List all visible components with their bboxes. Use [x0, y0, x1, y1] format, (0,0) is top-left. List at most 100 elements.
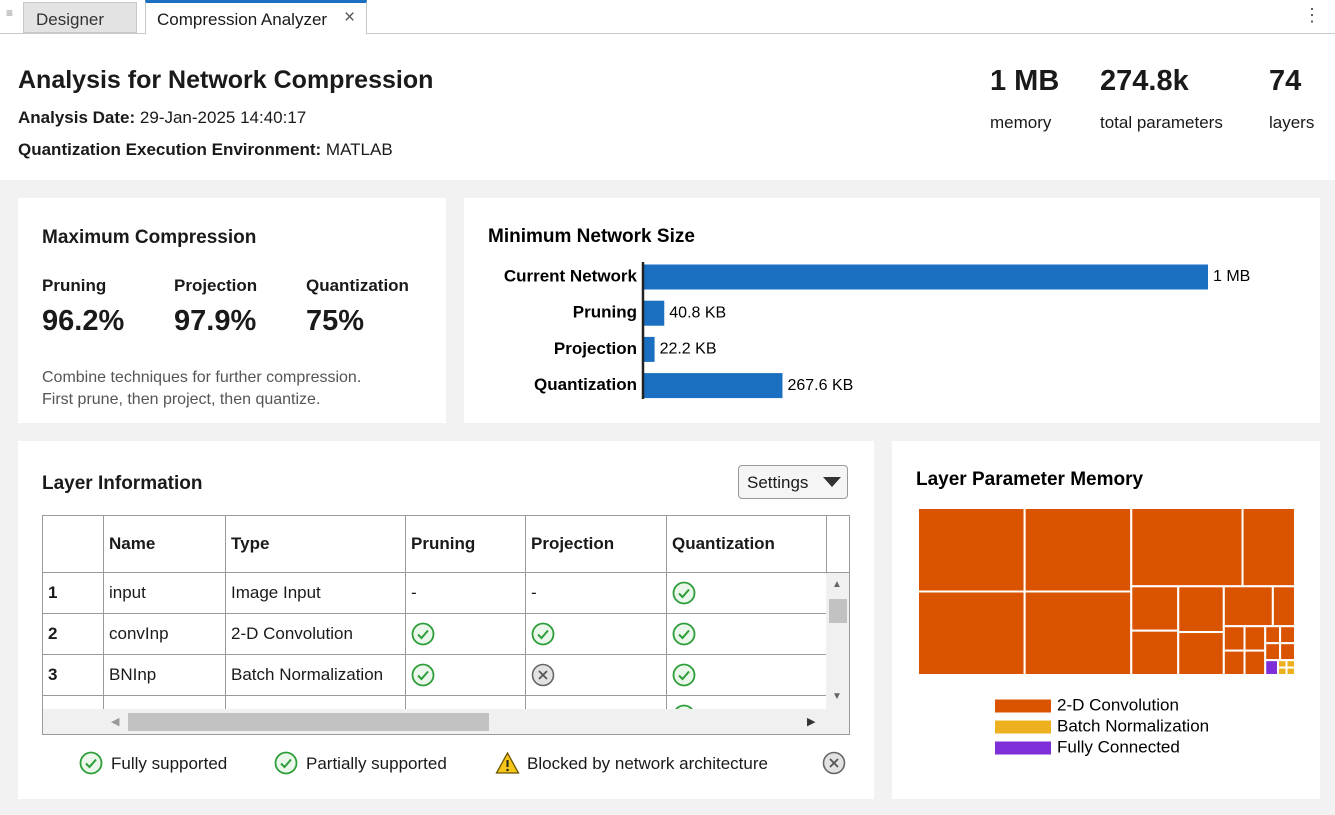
cell: 2-D Convolution — [225, 613, 406, 655]
legend-swatch — [995, 741, 1051, 755]
header-cell[interactable]: Name — [103, 516, 226, 573]
check-icon — [411, 622, 435, 646]
treemap-cell — [1222, 649, 1246, 676]
check-icon — [531, 622, 555, 646]
panel-title: Layer Information — [42, 473, 203, 494]
h-thumb[interactable] — [128, 713, 489, 731]
h-scrollbar[interactable]: ◀ ▶ — [43, 709, 849, 734]
metric-value: 1 MB — [990, 65, 1060, 97]
tab-label: Designer — [36, 10, 105, 29]
v-scrollbar[interactable]: ▲ ▼ — [826, 573, 849, 709]
treemap-cell — [1177, 631, 1225, 677]
v-thumb[interactable] — [829, 599, 847, 623]
date-line: Analysis Date: 29-Jan-2025 14:40:17 — [18, 108, 306, 128]
cell: - — [405, 572, 526, 614]
label: Analysis Date: — [18, 108, 136, 127]
metric-label: total parameters — [1100, 113, 1223, 132]
label: Projection — [174, 276, 258, 295]
value: 29-Jan-2025 14:40:17 — [139, 108, 307, 127]
category-label: Pruning — [573, 303, 637, 322]
value-label: 267.6 KB — [787, 377, 853, 394]
header-cell[interactable]: Quantization — [666, 516, 827, 573]
legend-swatch — [995, 699, 1051, 713]
check-icon — [411, 663, 435, 687]
header-cell[interactable]: Type — [225, 516, 406, 573]
category-label: Quantization — [534, 375, 637, 394]
label: Quantization Execution Environment: — [18, 140, 322, 159]
tab[interactable]: Designer — [23, 2, 137, 33]
bar-chart: Minimum Network Size Current Network 1 MB P… — [488, 226, 1250, 399]
header-cell — [43, 516, 104, 573]
cell — [666, 572, 827, 614]
legend-text: Partially supported — [306, 754, 447, 773]
treemap-cell — [1241, 507, 1296, 588]
treemap-cell — [1276, 659, 1288, 669]
cell — [405, 613, 526, 655]
grip: ≡ — [6, 6, 14, 20]
arrow[interactable]: ▲ — [832, 579, 842, 590]
header-cell[interactable]: Pruning — [405, 516, 526, 573]
treemap-cell — [1271, 585, 1297, 628]
treemap-cell — [1279, 642, 1297, 662]
bar — [643, 336, 655, 362]
dropdown-arrow — [823, 477, 841, 487]
treemap-cell — [1243, 625, 1267, 652]
cell: 1 — [43, 572, 104, 614]
panel-title: Maximum Compression — [42, 227, 257, 248]
value-label: 1 MB — [1213, 268, 1250, 285]
bar — [643, 373, 783, 399]
check-icon — [79, 751, 103, 775]
settings-button[interactable]: Settings — [738, 465, 848, 499]
cell: Batch Normalization — [225, 654, 406, 696]
max-compression-panel: Maximum Compression Pruning Projection Q… — [18, 198, 446, 423]
category-label: Projection — [554, 339, 637, 358]
value: MATLAB — [325, 140, 393, 159]
metric-label: memory — [990, 113, 1052, 132]
bar — [643, 300, 665, 326]
treemap-cell — [1279, 625, 1297, 645]
cell: Image Input — [225, 572, 406, 614]
min-size-panel: Minimum Network Size Current Network 1 MB P… — [464, 198, 1320, 423]
button-label: Settings — [747, 473, 809, 492]
cell: 2 — [43, 613, 104, 655]
treemap-cell — [1222, 585, 1274, 628]
close-icon[interactable]: × — [344, 7, 356, 28]
menu-icon[interactable]: ⋮ — [1303, 5, 1321, 25]
legend-label: 2-D Convolution — [1057, 695, 1179, 714]
arrow[interactable]: ▶ — [807, 716, 816, 728]
treemap-cell — [1243, 649, 1267, 676]
legend-text: Blocked by network architecture — [527, 754, 768, 773]
treemap-cell — [1023, 590, 1133, 676]
label: Pruning — [42, 276, 107, 295]
tab-active[interactable]: Compression Analyzer × — [145, 0, 367, 34]
layer-panel: Layer Information Settings Name Type Pru… — [18, 441, 874, 799]
page-title: Analysis for Network Compression — [18, 66, 434, 94]
treemap-chart: Layer Parameter Memory 2-D Convolution Bat… — [916, 469, 1297, 756]
arrow[interactable]: ◀ — [111, 716, 120, 728]
treemap-cell — [1264, 642, 1282, 662]
value: 97.9% — [174, 305, 257, 337]
header: Analysis for Network Compression Analysi… — [0, 34, 1335, 180]
treemap-cell — [1285, 659, 1297, 669]
cell: 3 — [43, 654, 104, 696]
note: Combine techniques for further compressi… — [42, 369, 362, 386]
category-label: Current Network — [504, 266, 638, 285]
cell: convInp — [103, 613, 226, 655]
treemap-cell — [1023, 507, 1133, 593]
cell — [666, 613, 827, 655]
treemap-cell — [1130, 629, 1180, 676]
header-cell[interactable]: Projection — [525, 516, 667, 573]
metric-value: 274.8k — [1100, 65, 1189, 97]
treemap-cell — [1276, 666, 1288, 677]
x-icon — [531, 663, 555, 687]
cell — [666, 654, 827, 696]
cell: - — [525, 572, 667, 614]
treemap-cell — [1264, 659, 1279, 677]
bar — [643, 264, 1208, 290]
tab-label: Compression Analyzer — [157, 10, 328, 29]
arrow[interactable]: ▼ — [832, 691, 842, 702]
chart-title: Layer Parameter Memory — [916, 469, 1143, 490]
chart-title: Minimum Network Size — [488, 226, 695, 247]
metric-label: layers — [1269, 113, 1315, 132]
